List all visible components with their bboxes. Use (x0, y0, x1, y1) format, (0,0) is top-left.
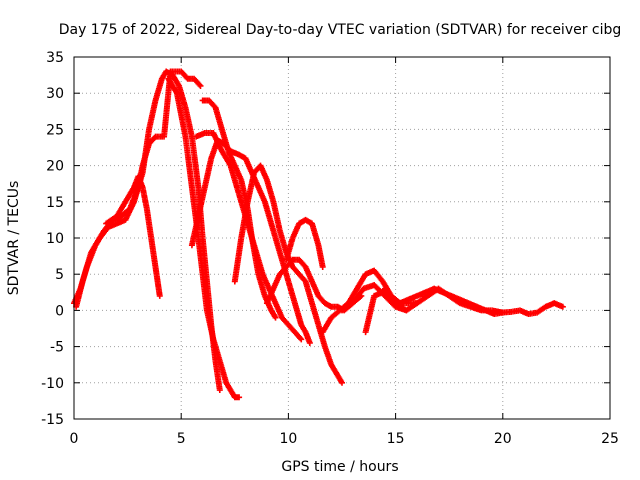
chart-title: Day 175 of 2022, Sidereal Day-to-day VTE… (59, 22, 622, 38)
x-tick-label: 15 (387, 431, 405, 447)
y-axis-label: SDTVAR / TECUs (6, 181, 22, 296)
y-tick-label: -10 (41, 376, 64, 392)
y-tick-label: -15 (41, 412, 64, 428)
x-tick-label: 25 (601, 431, 619, 447)
x-axis-label: GPS time / hours (281, 459, 398, 475)
data-point-arc5 (306, 339, 313, 346)
y-tick-label: 0 (55, 303, 64, 319)
y-tick-label: -5 (50, 340, 64, 356)
data-point-arc13 (499, 309, 506, 316)
y-tick-label: 20 (46, 159, 64, 175)
y-tick-label: 35 (46, 50, 64, 66)
data-point-arc14 (403, 307, 410, 314)
data-point-arc8 (339, 379, 345, 386)
tick-labels: 0 5 10 15 20 25 -15 -10 -5 0 5 10 15 20 25 30 35 (41, 50, 619, 447)
x-tick-label: 0 (70, 431, 79, 447)
data-point-arc2 (156, 292, 163, 299)
plot-frame (73, 56, 611, 420)
data-points (71, 68, 566, 401)
y-tick-label: 10 (46, 231, 64, 247)
y-tick-label: 15 (46, 195, 64, 211)
data-point-arc4 (236, 394, 243, 401)
y-tick-label: 25 (46, 122, 64, 138)
data-point-arc10 (319, 263, 326, 270)
x-tick-label: 20 (494, 431, 512, 447)
data-point-arc1 (197, 82, 204, 89)
data-point-arc12 (559, 303, 566, 310)
y-tick-label: 5 (55, 267, 64, 283)
data-point-arc3 (216, 387, 223, 394)
data-point-arc6 (298, 336, 305, 343)
x-tick-label: 10 (279, 431, 297, 447)
x-tick-label: 5 (177, 431, 186, 447)
data-point-arc7 (272, 314, 279, 321)
axis-ticks (73, 56, 611, 420)
y-tick-label: 30 (46, 86, 64, 102)
